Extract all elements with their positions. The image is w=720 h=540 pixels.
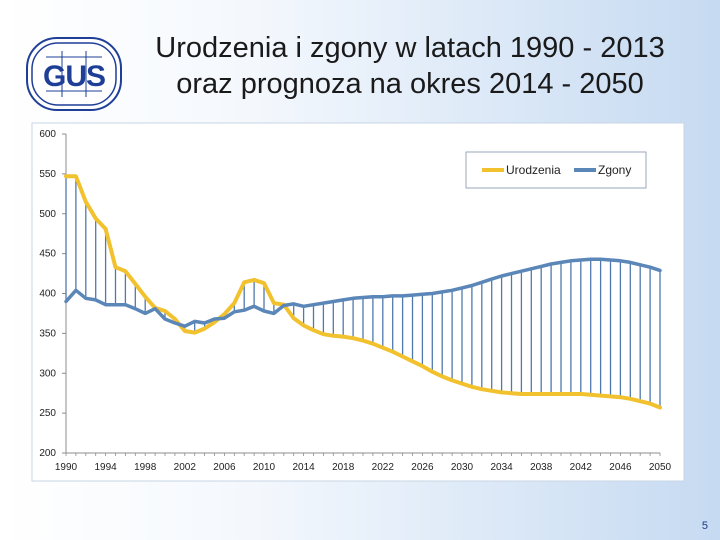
- x-tick-label: 2046: [609, 462, 632, 473]
- y-tick-label: 350: [39, 328, 56, 339]
- series-line-deaths: [64, 257, 662, 328]
- y-tick-label: 250: [39, 408, 56, 419]
- x-tick-label: 2026: [411, 462, 434, 473]
- y-tick-label: 300: [39, 368, 56, 379]
- series-line-births: [64, 174, 662, 410]
- y-tick-label: 600: [39, 129, 56, 140]
- x-tick-label: 2042: [570, 462, 593, 473]
- page-title: Urodzenia i zgony w latach 1990 - 2013 o…: [120, 30, 700, 102]
- x-tick-label: 2050: [649, 462, 672, 473]
- x-tick-label: 1990: [55, 462, 78, 473]
- births-deaths-chart: 200 250 300 350 400 450 500 550 600 1990 1994 1998 2…: [0, 122, 720, 490]
- gus-logo: GUS: [26, 37, 122, 111]
- x-tick-label: 2006: [213, 462, 236, 473]
- y-tick-label: 500: [39, 209, 56, 220]
- y-tick-label: 400: [39, 289, 56, 300]
- title-line-2: oraz prognoza na okres 2014 - 2050: [176, 68, 644, 100]
- legend-label: Urodzenia: [506, 163, 561, 177]
- x-tick-label: 2014: [292, 462, 315, 473]
- x-tick-label: 2022: [372, 462, 395, 473]
- title-line-1: Urodzenia i zgony w latach 1990 - 2013: [155, 32, 665, 64]
- page-number: 5: [701, 520, 708, 532]
- chart-svg: 200 250 300 350 400 450 500 550 600 1990 1994 1998 2…: [31, 122, 685, 482]
- x-tick-label: 1994: [94, 462, 117, 473]
- x-tick-label: 2002: [174, 462, 197, 473]
- chart-frame: [31, 122, 685, 482]
- x-tick-label: 2030: [451, 462, 474, 473]
- x-tick-label: 2034: [490, 462, 513, 473]
- x-tick-label: 2010: [253, 462, 276, 473]
- legend-label: Zgony: [598, 163, 631, 177]
- x-tick-label: 2038: [530, 462, 553, 473]
- x-tick-label: 1998: [134, 462, 157, 473]
- x-tick-label: 2018: [332, 462, 355, 473]
- y-tick-label: 200: [39, 448, 56, 459]
- svg-text:GUS: GUS: [43, 60, 105, 93]
- y-tick-label: 550: [39, 169, 56, 180]
- y-tick-label: 450: [39, 249, 56, 260]
